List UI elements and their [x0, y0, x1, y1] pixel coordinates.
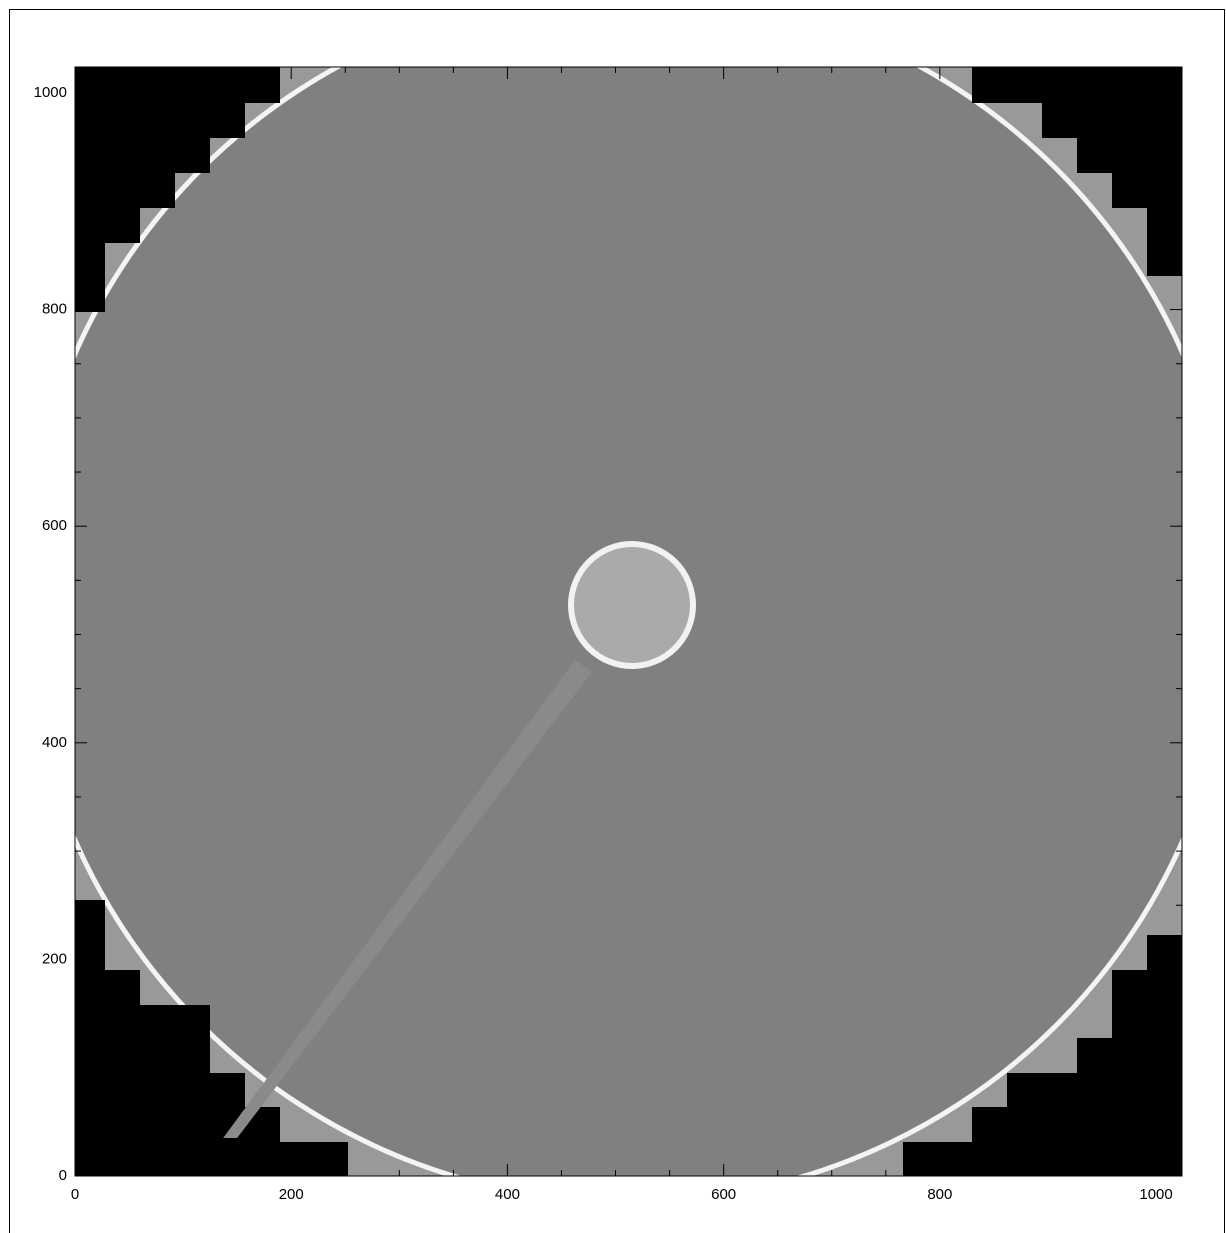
frame	[9, 9, 1225, 1233]
beamstop-arm	[218, 660, 592, 1150]
mask-corner	[75, 900, 348, 1176]
x-tick-label: 0	[71, 1186, 79, 1203]
x-tick-label: 200	[279, 1186, 304, 1203]
image	[75, 67, 1182, 1176]
arm-shadow	[205, 1138, 240, 1162]
y-tick-label: 1000	[34, 84, 67, 101]
x-tick-label: 800	[927, 1186, 952, 1203]
mask-corner	[903, 935, 1182, 1176]
x-tick-label: 1000	[1139, 1186, 1172, 1203]
y-tick-label: 0	[59, 1167, 67, 1184]
x-tick-label: 400	[495, 1186, 520, 1203]
y-tick-label: 800	[42, 301, 67, 318]
y-tick-label: 400	[42, 734, 67, 751]
mask-corner	[972, 67, 1182, 276]
y-tick-label: 200	[42, 950, 67, 967]
y-tick-label: 600	[42, 517, 67, 534]
beamstop	[568, 541, 696, 669]
mask-corner	[75, 67, 280, 312]
plot-border	[74, 66, 1183, 1177]
x-tick-label: 600	[711, 1186, 736, 1203]
